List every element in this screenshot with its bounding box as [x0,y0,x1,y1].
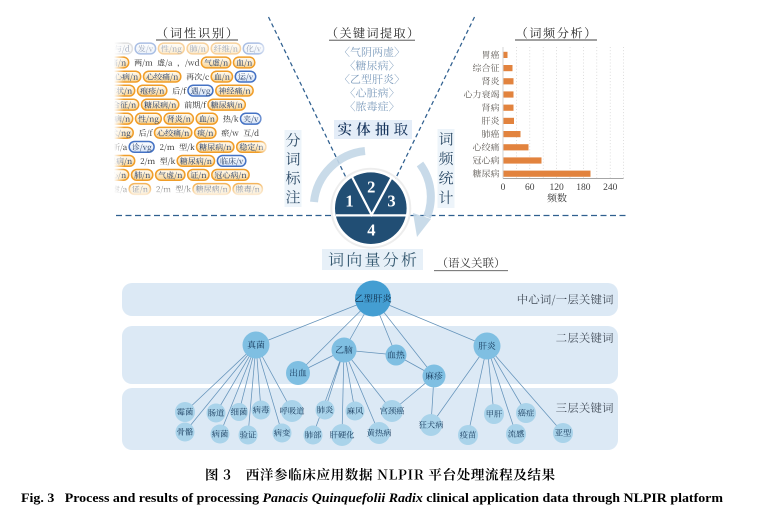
svg-text:1: 1 [345,192,353,211]
svg-text:Fig. 3 Process and results o: Fig. 3 Process and results of processing… [21,491,724,505]
svg-text:180: 180 [576,183,591,193]
svg-text:3: 3 [387,192,395,211]
svg-text:4: 4 [367,221,375,240]
svg-text:120: 120 [549,183,564,193]
svg-text:240: 240 [603,183,618,193]
svg-text:2: 2 [367,178,375,197]
svg-text:0: 0 [501,183,506,193]
svg-text:60: 60 [525,183,535,193]
